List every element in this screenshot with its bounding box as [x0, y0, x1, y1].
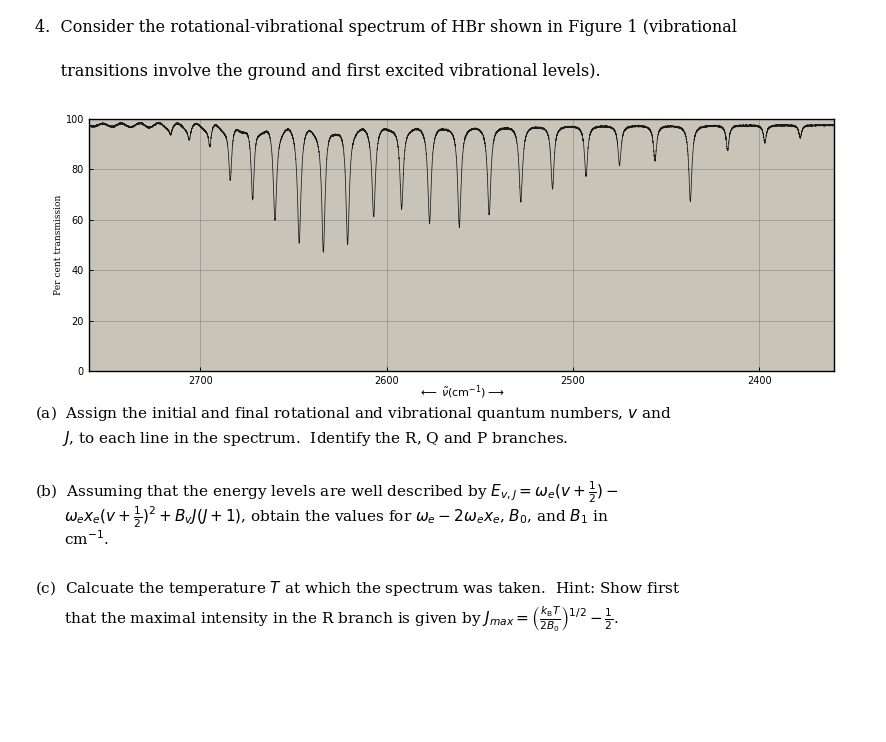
- Y-axis label: Per cent transmission: Per cent transmission: [54, 194, 63, 295]
- Text: $\omega_e x_e(v + \frac{1}{2})^2 + B_v J(J+1)$, obtain the values for $\omega_e : $\omega_e x_e(v + \frac{1}{2})^2 + B_v J…: [35, 504, 609, 530]
- Text: cm$^{-1}$.: cm$^{-1}$.: [35, 529, 109, 548]
- Text: transitions involve the ground and first excited vibrational levels).: transitions involve the ground and first…: [35, 63, 601, 80]
- Text: 4.  Consider the rotational-vibrational spectrum of HBr shown in Figure 1 (vibra: 4. Consider the rotational-vibrational s…: [35, 19, 736, 36]
- Text: $\longleftarrow\;\tilde{\nu}(\mathrm{cm}^{-1})\longrightarrow$: $\longleftarrow\;\tilde{\nu}(\mathrm{cm}…: [417, 384, 504, 401]
- Text: that the maximal intensity in the R branch is given by $J_{max} = \left(\frac{k_: that the maximal intensity in the R bran…: [35, 605, 618, 634]
- Text: $J$, to each line in the spectrum.  Identify the R, Q and P branches.: $J$, to each line in the spectrum. Ident…: [35, 429, 568, 448]
- Text: (b)  Assuming that the energy levels are well described by $E_{v,J} = \omega_e(v: (b) Assuming that the energy levels are …: [35, 479, 618, 505]
- Text: (c)  Calcuate the temperature $T$ at which the spectrum was taken.  Hint: Show f: (c) Calcuate the temperature $T$ at whic…: [35, 580, 680, 599]
- Text: (a)  Assign the initial and final rotational and vibrational quantum numbers, $v: (a) Assign the initial and final rotatio…: [35, 404, 672, 423]
